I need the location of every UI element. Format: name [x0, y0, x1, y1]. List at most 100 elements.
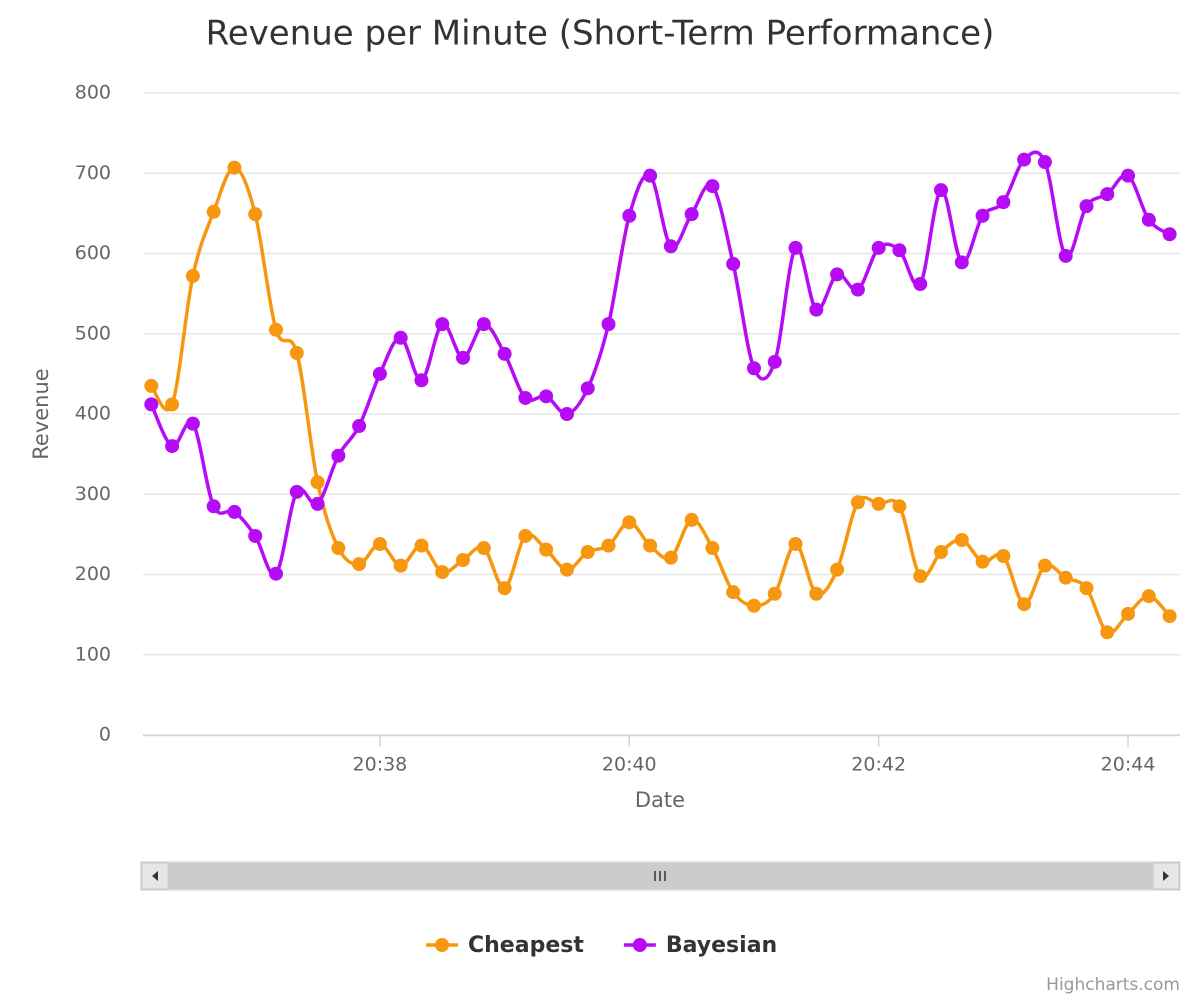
data-point [1079, 199, 1094, 214]
data-point [726, 585, 741, 600]
data-point [996, 195, 1011, 210]
data-point [1037, 558, 1052, 573]
data-point [206, 499, 221, 514]
y-axis-title: Revenue [29, 368, 53, 459]
data-point [310, 496, 325, 511]
y-tick-label: 700 [75, 162, 111, 184]
data-point [1017, 152, 1032, 167]
data-point [622, 515, 637, 530]
data-point [476, 317, 491, 332]
data-point [393, 330, 408, 345]
data-point [456, 553, 471, 568]
data-point [871, 496, 886, 511]
data-point [954, 255, 969, 270]
data-point [331, 541, 346, 556]
credits: Highcharts.com [1046, 975, 1180, 995]
data-point [559, 562, 574, 577]
scroll-right-button[interactable] [1152, 862, 1180, 890]
data-point [185, 268, 200, 283]
data-point [913, 276, 928, 291]
data-point [809, 302, 824, 317]
data-point [643, 168, 658, 183]
y-tick-label: 100 [75, 643, 111, 665]
data-point [767, 354, 782, 369]
data-point [1121, 606, 1136, 621]
data-point [497, 581, 512, 596]
data-point [269, 566, 284, 581]
data-point [767, 586, 782, 601]
left-arrow [152, 871, 158, 881]
data-point [705, 179, 720, 194]
legend: Cheapest Bayesian [426, 933, 777, 958]
data-point [559, 407, 574, 421]
y-tick-label: 0 [99, 724, 111, 746]
data-point [850, 495, 865, 510]
data-point [1079, 581, 1094, 596]
legend-symbol-marker [435, 938, 449, 952]
x-tick-label: 20:38 [353, 754, 408, 776]
data-point [227, 160, 242, 175]
data-point [934, 183, 949, 198]
x-axis-title: Date [635, 788, 685, 812]
series-line [149, 150, 1171, 577]
data-point [165, 397, 180, 412]
data-point [580, 381, 595, 396]
data-point [1058, 248, 1073, 263]
data-point [622, 208, 637, 223]
data-point [788, 240, 803, 255]
data-point [289, 346, 304, 361]
data-point [975, 208, 990, 223]
data-point [144, 378, 159, 393]
data-point [1162, 227, 1177, 242]
data-point [830, 562, 845, 577]
data-point [954, 532, 969, 547]
data-point [539, 389, 554, 404]
y-tick-label: 200 [75, 563, 111, 585]
data-point [892, 243, 907, 258]
data-point [934, 545, 949, 560]
data-point [372, 537, 387, 552]
data-point [310, 475, 325, 490]
data-point [435, 565, 450, 580]
data-point [643, 538, 658, 553]
data-point [746, 361, 761, 376]
data-point [601, 317, 616, 332]
data-point [248, 207, 263, 222]
scrollbar-grip [654, 871, 666, 881]
data-point [372, 366, 387, 381]
legend-item[interactable]: Bayesian [623, 933, 777, 958]
data-point [788, 537, 803, 552]
data-point [892, 499, 907, 514]
data-point [414, 373, 429, 388]
y-tick-label: 800 [75, 82, 111, 104]
data-point [352, 557, 367, 572]
data-point [1141, 212, 1156, 227]
data-point [1141, 589, 1156, 604]
legend-item[interactable]: Cheapest [426, 933, 584, 958]
legend-symbol-marker [632, 938, 647, 952]
y-tick-label: 600 [75, 242, 111, 264]
y-tick-label: 400 [75, 403, 111, 425]
data-point [435, 317, 450, 332]
data-point [331, 448, 346, 463]
legend-label: Cheapest [468, 933, 584, 958]
data-point [206, 204, 221, 219]
data-point [144, 397, 159, 412]
data-point [996, 549, 1011, 564]
data-point [1162, 609, 1177, 624]
data-point [1017, 597, 1032, 612]
series-0 [144, 160, 1177, 640]
data-point [580, 545, 595, 560]
scrollbar[interactable] [140, 861, 1181, 891]
data-point [497, 346, 512, 361]
data-point [518, 528, 533, 543]
data-point [269, 322, 284, 337]
data-point [518, 390, 533, 405]
data-point [684, 207, 699, 222]
data-point [1121, 168, 1136, 183]
data-point [289, 484, 304, 499]
x-tick-label: 20:42 [851, 754, 906, 776]
y-tick-label: 500 [75, 322, 111, 344]
data-point [830, 267, 845, 282]
